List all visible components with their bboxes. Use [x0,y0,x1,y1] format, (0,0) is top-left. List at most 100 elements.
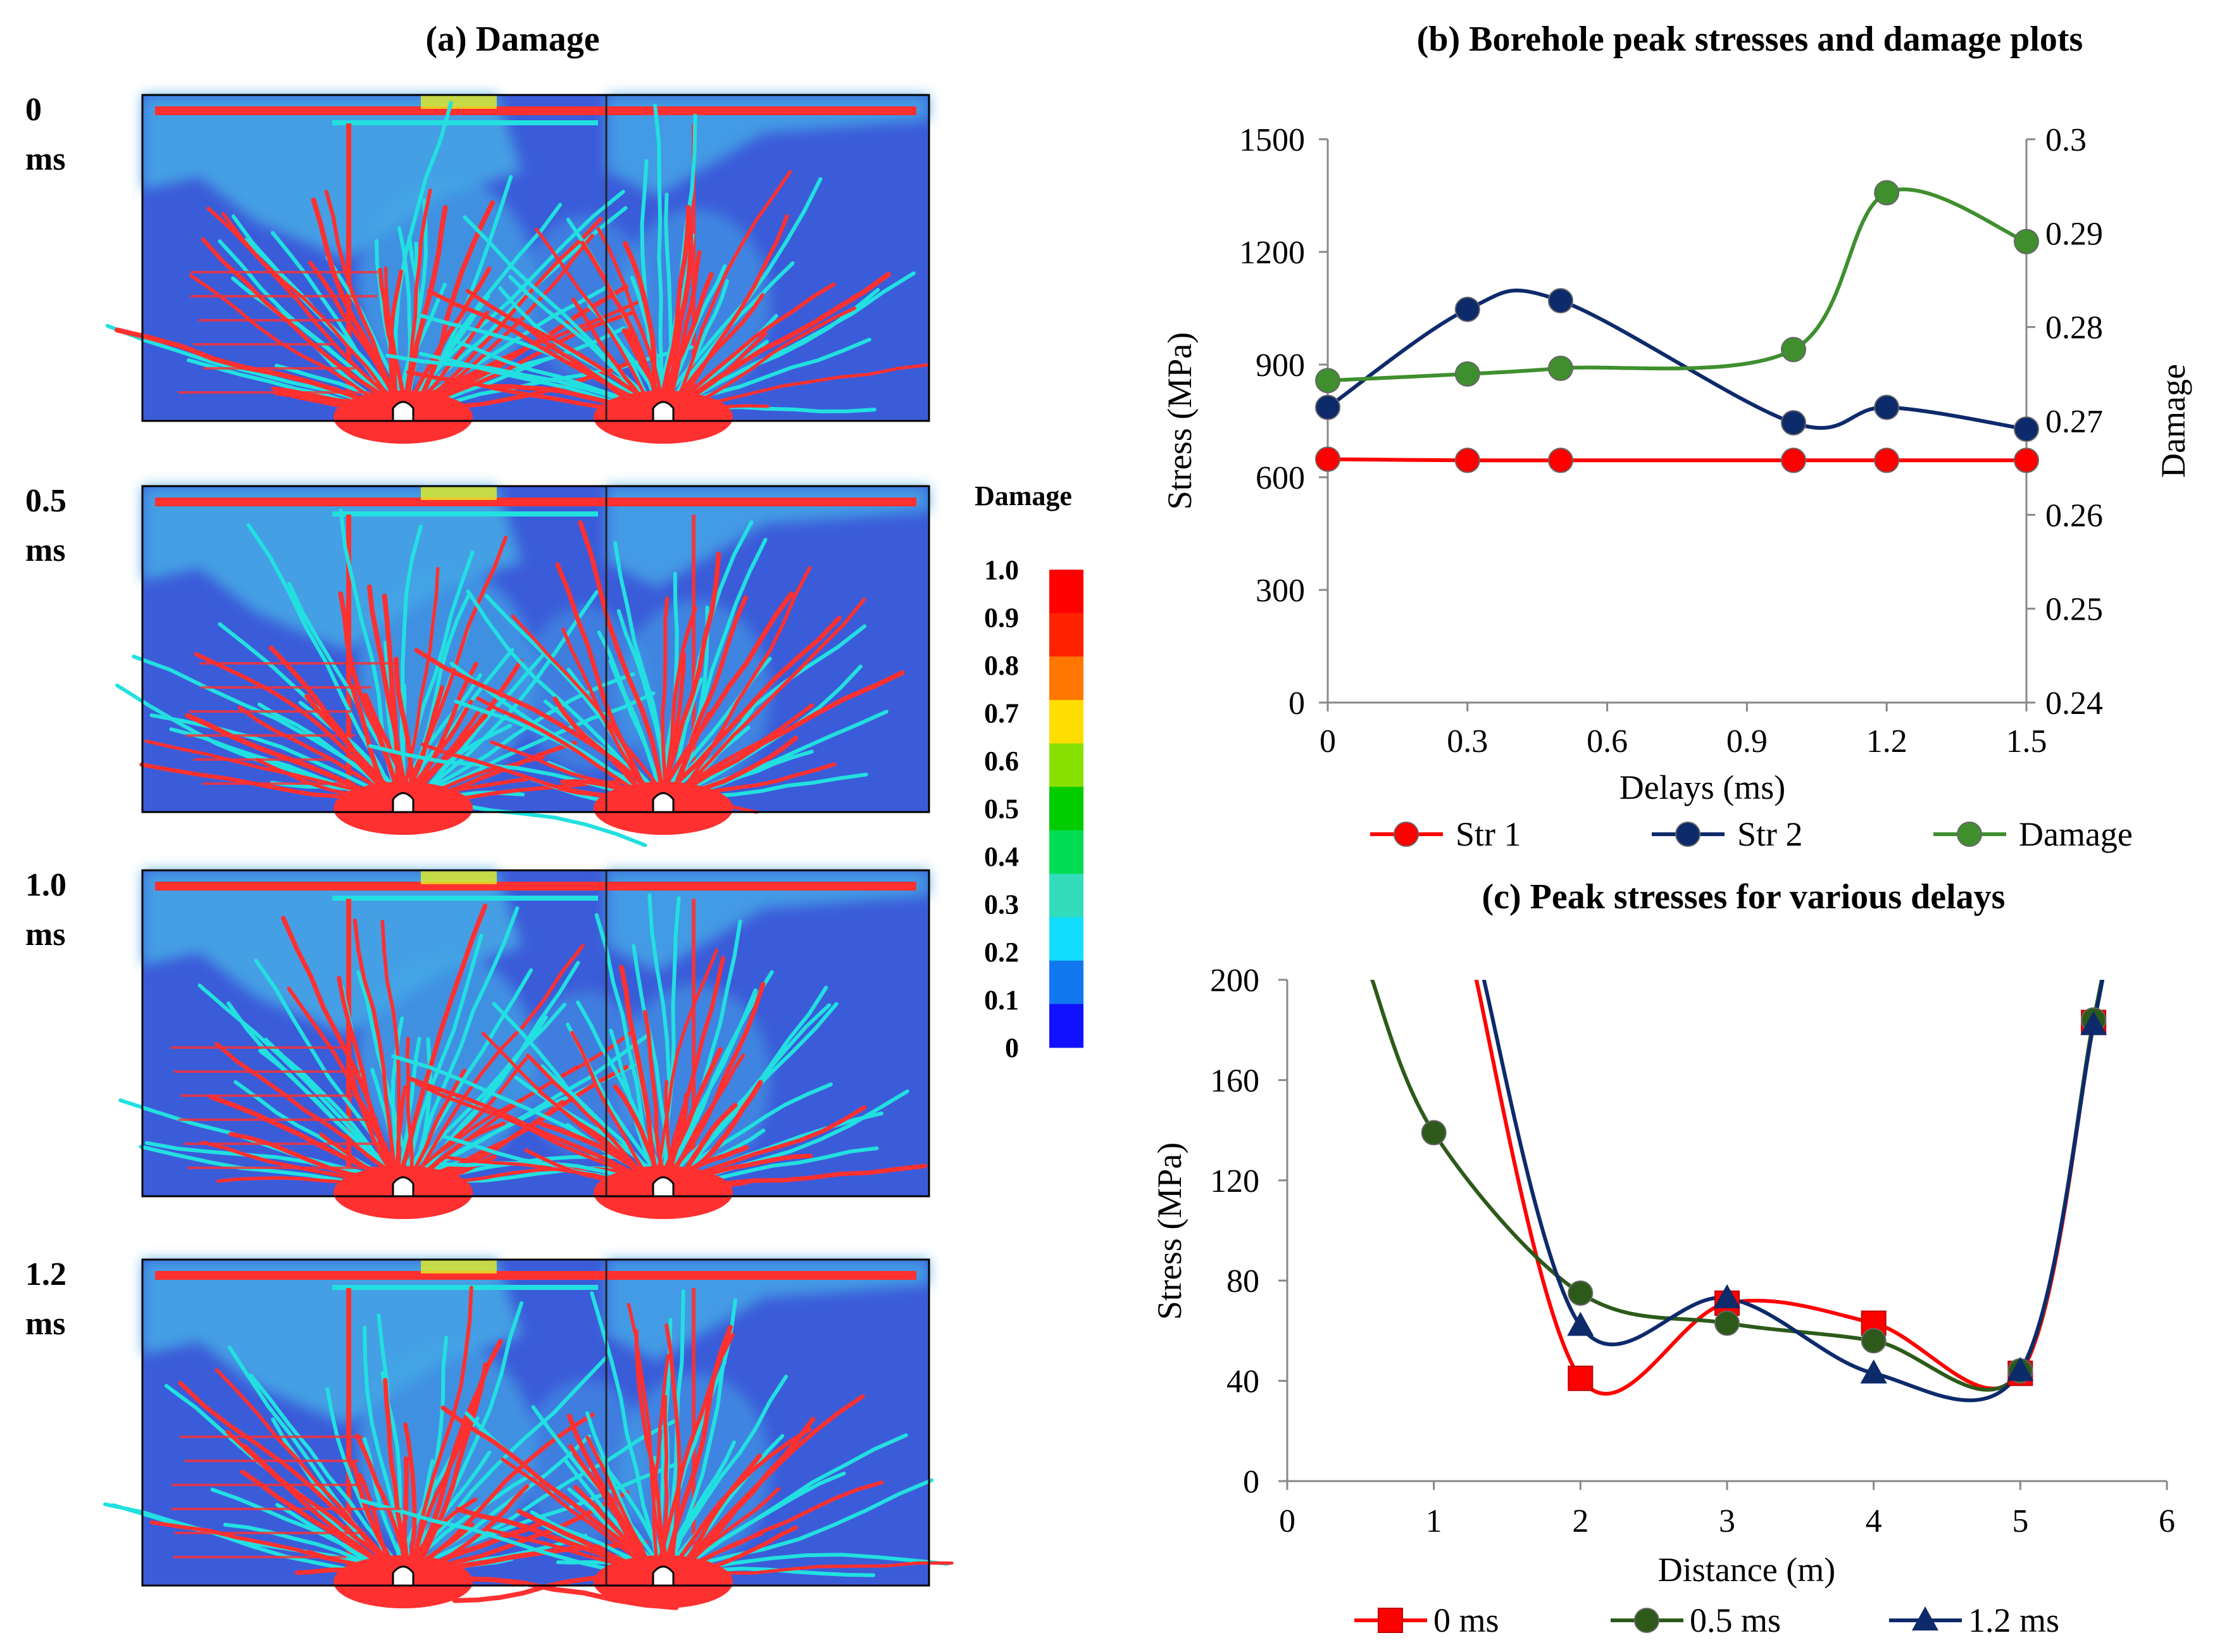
red-crack [619,965,659,1191]
x-tick-label: 0.6 [1587,723,1628,760]
data-point [1860,1359,1887,1384]
red-crack [398,189,432,415]
data-point [1548,288,1573,314]
colorbar-band [1049,656,1083,701]
x-tick-label: 4 [1866,1503,1882,1539]
colorbar-band [1049,960,1083,1004]
light-zone [522,606,649,771]
colorbar-tick-label: 0.4 [984,841,1019,872]
y-tick-label: 600 [1256,460,1305,496]
delay-label-value: 0.5 [25,483,66,519]
red-crack [666,250,702,416]
data-point [1567,1311,1594,1336]
red-crack [654,211,691,416]
y-tick-label: 120 [1210,1163,1259,1199]
y-tick-label: 1500 [1239,122,1305,158]
cyan-crack [287,582,414,804]
red-crack [401,1030,634,1191]
red-crack [623,241,658,416]
delay-label-value: 1.0 [25,867,66,903]
red-crack [353,918,397,1191]
cyan-crack [227,1001,409,1189]
vertical-crack [692,515,696,812]
damage-map-1 [115,485,930,848]
data-point [1781,447,1806,473]
borehole [652,792,675,813]
map-frame [141,869,930,1198]
panel-b-chart: (b) Borehole peak stresses and damage pl… [1161,20,2192,853]
legend-label: Str 1 [1456,815,1521,853]
cyan-crack [409,590,599,804]
x-tick-label: 5 [2012,1503,2028,1539]
data-point [2080,1011,2107,1036]
red-crack [661,596,670,806]
borehole [392,792,415,813]
top-cyan-band [332,1285,598,1290]
borehole-crack-fan [368,520,905,835]
red-crack [476,696,657,806]
light-zone [142,870,522,1035]
red-crack [409,1395,477,1580]
colorbar-band [1049,917,1083,961]
legend-label: 0 ms [1433,1601,1499,1639]
damage-map-3 [103,1258,954,1610]
borehole [392,401,415,422]
cyan-crack [653,103,665,413]
red-crack [664,598,866,806]
colorbar-band [1049,1004,1083,1048]
cyan-crack [392,198,428,413]
red-crack [367,584,409,807]
borehole [652,1565,675,1587]
data-point [1714,1310,1740,1336]
data-point [1454,361,1480,387]
colorbar-tick-label: 0.2 [984,937,1019,968]
top-yellow-zone [421,486,497,500]
colorbar-tick-label: 0.6 [984,746,1019,777]
cyan-crack [540,1064,664,1189]
colorbar-tick-label: 0.8 [984,650,1019,681]
top-cyan-band [332,896,598,901]
light-zone [142,486,522,651]
red-crack [221,211,408,415]
cyan-crack [264,1037,398,1189]
top-crack-band [155,497,916,506]
borehole-crack-fan [391,893,928,1219]
series-line-1.2-ms [1482,980,2105,1403]
data-point [1421,1120,1447,1146]
x-tick-label: 3 [1719,1503,1735,1539]
damage-map-2 [118,869,930,1219]
chart-b-xlabel: Delays (ms) [1619,768,1785,806]
x-tick-label: 1.5 [2006,723,2047,760]
light-zone [606,95,929,196]
data-point [1874,394,1900,420]
colorbar-tick-label: 0.9 [984,603,1019,634]
map-frame [141,485,930,813]
vertical-crack [692,899,696,1196]
red-crack [570,1030,657,1191]
borehole-crack-fan [103,1286,679,1610]
data-point [1781,337,1806,363]
data-point [1568,1365,1594,1391]
delay-label-unit: ms [25,1306,66,1342]
red-crack [392,903,488,1191]
red-crack [662,282,836,416]
data-point [2014,228,2039,254]
red-crack [651,670,905,807]
cyan-crack [597,630,665,804]
red-crack [654,948,719,1191]
borehole-crack-fan [385,103,929,444]
colorbar-title: Damage [975,480,1072,511]
cyan-crack [385,353,660,413]
damage-maps [103,94,954,1610]
red-crack [403,1422,417,1580]
light-zone [606,486,929,587]
data-point [2014,416,2039,442]
colorbar-bands [1049,570,1083,1048]
cyan-crack [655,1003,832,1189]
colorbar-tick-label: 0.7 [984,698,1019,729]
x-tick-label: 0 [1320,723,1336,760]
delay-labels: 0 ms 0.5 ms 1.0 ms 1.2 ms [25,92,66,1342]
top-crack-band [155,882,916,891]
red-crack [566,1413,658,1580]
